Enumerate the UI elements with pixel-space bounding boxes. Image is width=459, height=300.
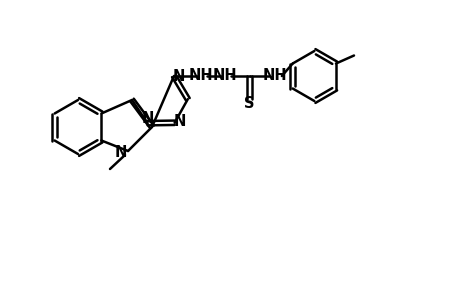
Text: N: N [173, 114, 185, 129]
Text: NH: NH [262, 68, 286, 82]
Text: N: N [173, 68, 185, 83]
Text: NH: NH [188, 68, 213, 82]
Text: N: N [141, 111, 153, 126]
Text: NH: NH [213, 68, 237, 82]
Text: N: N [115, 145, 127, 160]
Text: S: S [244, 97, 254, 112]
